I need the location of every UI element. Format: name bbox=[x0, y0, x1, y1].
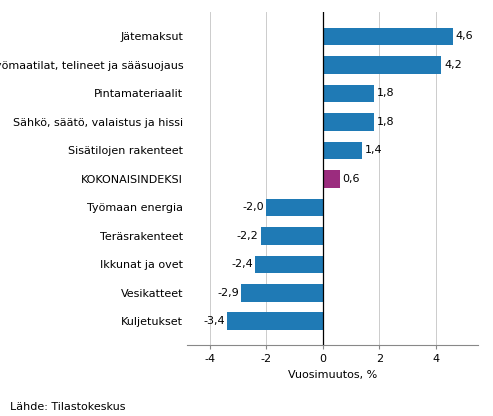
Text: 4,2: 4,2 bbox=[444, 60, 462, 70]
Bar bbox=[323, 141, 362, 159]
Bar bbox=[323, 170, 340, 188]
Text: Lähde: Tilastokeskus: Lähde: Tilastokeskus bbox=[10, 402, 125, 412]
Bar bbox=[323, 84, 374, 102]
Text: -2,0: -2,0 bbox=[243, 202, 264, 213]
Text: 0,6: 0,6 bbox=[343, 174, 360, 184]
Text: 1,8: 1,8 bbox=[377, 117, 394, 127]
Bar bbox=[227, 312, 323, 330]
Bar bbox=[255, 255, 323, 273]
Text: -2,9: -2,9 bbox=[217, 288, 239, 298]
Text: 1,8: 1,8 bbox=[377, 89, 394, 99]
Bar bbox=[261, 227, 323, 245]
Bar bbox=[241, 284, 323, 302]
X-axis label: Vuosimuutos, %: Vuosimuutos, % bbox=[288, 370, 378, 380]
Text: -3,4: -3,4 bbox=[203, 316, 225, 326]
Bar bbox=[323, 113, 374, 131]
Text: -2,4: -2,4 bbox=[231, 259, 253, 269]
Bar bbox=[266, 198, 323, 216]
Bar bbox=[323, 56, 442, 74]
Text: 4,6: 4,6 bbox=[456, 32, 473, 42]
Bar bbox=[323, 27, 453, 45]
Text: -2,2: -2,2 bbox=[237, 231, 258, 241]
Text: 1,4: 1,4 bbox=[365, 145, 383, 156]
